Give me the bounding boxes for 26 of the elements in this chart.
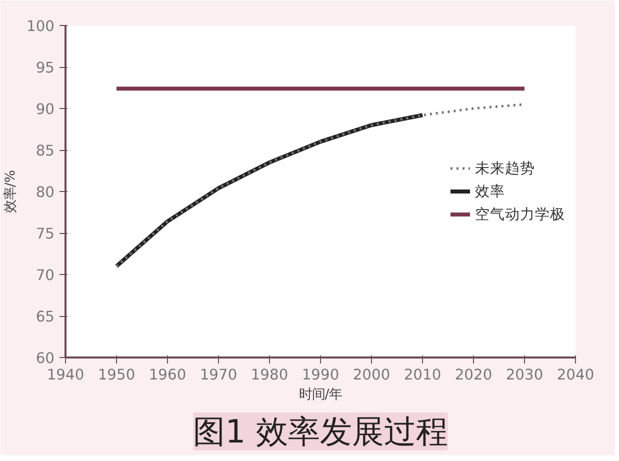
x-tick-label: 1990 — [302, 366, 340, 384]
y-tick-label: 60 — [36, 350, 55, 367]
x-tick-label: 1970 — [200, 366, 238, 384]
y-tick-label: 70 — [36, 267, 55, 284]
x-tick-label: 2040 — [556, 366, 594, 384]
y-tick-label: 95 — [36, 60, 55, 76]
x-tick-label: 2030 — [506, 366, 544, 384]
x-tick-label: 1960 — [148, 366, 186, 384]
x-axis-title: 时间/年 — [298, 388, 342, 402]
y-tick-label: 100 — [26, 18, 55, 35]
y-tick-label: 90 — [36, 101, 55, 118]
y-axis-title: 效率/% — [2, 170, 19, 214]
y-tick-label: 85 — [36, 142, 55, 160]
text: 图1 效率发展过程 — [193, 412, 448, 450]
x-tick-label: 2010 — [404, 366, 442, 384]
legend-label: 未来趋势 — [475, 158, 535, 178]
x-tick-label: 2000 — [352, 366, 390, 384]
x-tick-label: 1940 — [46, 366, 84, 384]
y-tick-label: 65 — [36, 308, 55, 326]
legend-label: 空气动力学极 — [475, 204, 565, 224]
x-tick-label: 2020 — [454, 366, 492, 384]
x-tick-label: 1980 — [250, 366, 288, 384]
y-tick-label: 80 — [36, 184, 55, 201]
x-tick-label: 1950 — [98, 366, 136, 384]
legend-label: 效率 — [475, 182, 505, 200]
y-tick-label: 75 — [36, 226, 55, 242]
